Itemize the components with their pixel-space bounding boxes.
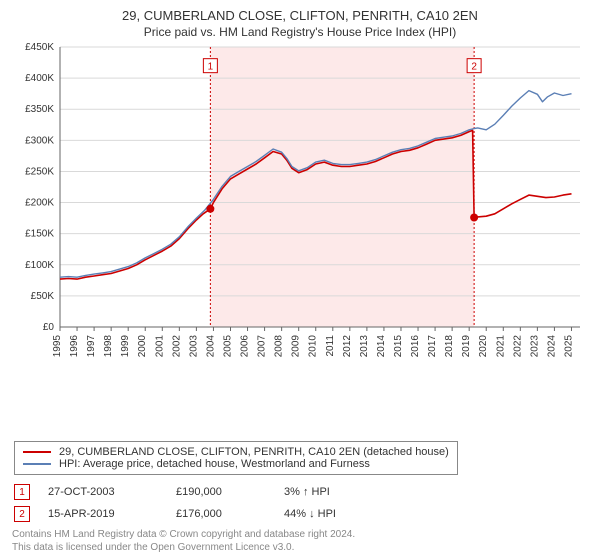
svg-text:2020: 2020	[478, 335, 489, 358]
legend-row: 29, CUMBERLAND CLOSE, CLIFTON, PENRITH, …	[23, 446, 449, 458]
sale-marker: 2	[14, 506, 30, 522]
sale-pct: 3% ↑ HPI	[284, 486, 404, 498]
svg-text:2011: 2011	[325, 335, 336, 357]
footer-line-2: This data is licensed under the Open Gov…	[12, 542, 588, 555]
svg-text:2014: 2014	[376, 335, 387, 358]
svg-text:£400K: £400K	[25, 73, 54, 84]
legend-row: HPI: Average price, detached house, West…	[23, 458, 449, 470]
svg-text:2018: 2018	[444, 335, 455, 358]
svg-text:2007: 2007	[257, 335, 268, 358]
sale-price: £176,000	[176, 508, 266, 520]
sale-date: 27-OCT-2003	[48, 486, 158, 498]
sale-pct: 44% ↓ HPI	[284, 508, 404, 520]
sale-price: £190,000	[176, 486, 266, 498]
chart-title: 29, CUMBERLAND CLOSE, CLIFTON, PENRITH, …	[12, 8, 588, 23]
legend-swatch	[23, 463, 51, 465]
svg-text:2022: 2022	[512, 335, 523, 358]
svg-text:2010: 2010	[308, 335, 319, 358]
svg-text:2008: 2008	[274, 335, 285, 358]
svg-text:£450K: £450K	[25, 42, 54, 53]
svg-text:2025: 2025	[563, 335, 574, 358]
svg-text:2016: 2016	[410, 335, 421, 358]
svg-text:1998: 1998	[103, 335, 114, 358]
svg-text:2024: 2024	[546, 335, 557, 358]
svg-text:1: 1	[208, 62, 214, 73]
svg-text:2023: 2023	[529, 335, 540, 358]
svg-text:2004: 2004	[205, 335, 216, 358]
svg-text:1995: 1995	[52, 335, 63, 358]
svg-text:2013: 2013	[359, 335, 370, 358]
sale-marker: 1	[14, 484, 30, 500]
chart-subtitle: Price paid vs. HM Land Registry's House …	[12, 25, 588, 39]
svg-text:2017: 2017	[427, 335, 438, 358]
svg-text:1997: 1997	[86, 335, 97, 358]
svg-text:£0: £0	[43, 322, 55, 333]
svg-text:1999: 1999	[120, 335, 131, 358]
svg-text:2009: 2009	[291, 335, 302, 358]
sales-table: 1 27-OCT-2003 £190,000 3% ↑ HPI 2 15-APR-2019…	[12, 481, 588, 525]
svg-text:2019: 2019	[461, 335, 472, 358]
legend-swatch	[23, 451, 51, 453]
svg-text:2015: 2015	[393, 335, 404, 358]
svg-text:2006: 2006	[240, 335, 251, 358]
svg-text:£100K: £100K	[25, 260, 54, 271]
footer-text: Contains HM Land Registry data © Crown c…	[12, 529, 588, 554]
svg-text:2003: 2003	[188, 335, 199, 358]
svg-text:£350K: £350K	[25, 104, 54, 115]
svg-text:£50K: £50K	[31, 291, 55, 302]
legend-label: HPI: Average price, detached house, West…	[59, 458, 370, 470]
chart-area: £0 £50K £100K £150K £200K £250K £300K £350K £400…	[12, 41, 588, 437]
svg-text:2012: 2012	[342, 335, 353, 358]
svg-text:2000: 2000	[137, 335, 148, 358]
svg-text:£200K: £200K	[25, 198, 54, 209]
svg-text:1996: 1996	[69, 335, 80, 358]
svg-text:2002: 2002	[171, 335, 182, 358]
svg-text:2021: 2021	[495, 335, 506, 358]
svg-text:2: 2	[471, 62, 477, 73]
sale-row: 1 27-OCT-2003 £190,000 3% ↑ HPI	[12, 481, 588, 503]
sale-date: 15-APR-2019	[48, 508, 158, 520]
line-chart-svg: £0 £50K £100K £150K £200K £250K £300K £350K £400…	[12, 41, 588, 371]
sale-row: 2 15-APR-2019 £176,000 44% ↓ HPI	[12, 503, 588, 525]
svg-text:£250K: £250K	[25, 166, 54, 177]
svg-text:2005: 2005	[222, 335, 233, 358]
svg-text:£300K: £300K	[25, 135, 54, 146]
svg-text:£150K: £150K	[25, 229, 54, 240]
svg-text:2001: 2001	[154, 335, 165, 358]
legend-box: 29, CUMBERLAND CLOSE, CLIFTON, PENRITH, …	[14, 441, 458, 475]
footer-line-1: Contains HM Land Registry data © Crown c…	[12, 529, 588, 542]
legend-label: 29, CUMBERLAND CLOSE, CLIFTON, PENRITH, …	[59, 446, 449, 458]
